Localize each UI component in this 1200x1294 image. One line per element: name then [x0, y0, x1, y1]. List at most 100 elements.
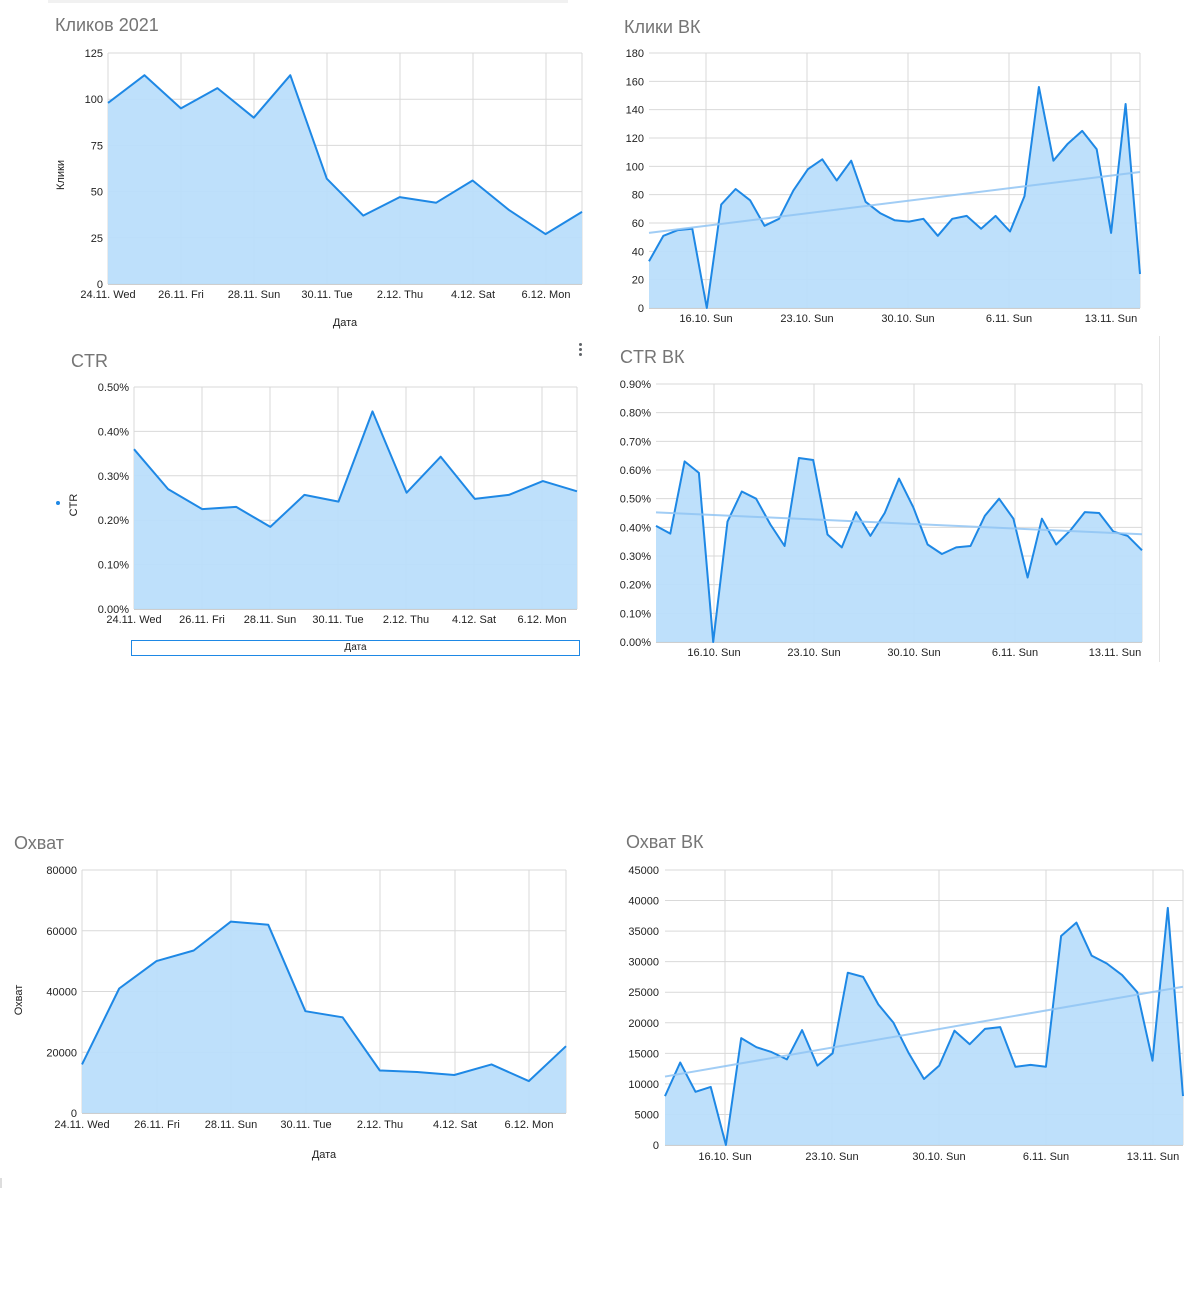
x-axis-title: Дата [312, 1149, 337, 1161]
x-axis-title: Дата [333, 317, 358, 329]
x-tick-label: 30.10. Sun [887, 647, 940, 659]
x-tick-label: 30.11. Tue [280, 1119, 331, 1131]
trendline [648, 171, 1141, 234]
y-tick-label: 0.70% [620, 436, 651, 448]
series-area [656, 458, 1142, 642]
series-line [664, 906, 1184, 1146]
y-tick-label: 40000 [628, 896, 659, 908]
y-tick-label: 60000 [46, 926, 77, 938]
y-tick-label: 120 [626, 133, 644, 145]
y-tick-label: 75 [91, 140, 103, 152]
x-tick-label: 28.11. Sun [244, 614, 296, 626]
y-tick-label: 0.50% [620, 494, 651, 506]
x-tick-label: 30.10. Sun [912, 1151, 965, 1163]
y-tick-label: 0.20% [98, 515, 129, 527]
y-tick-label: 20000 [628, 1018, 659, 1030]
series-area [108, 75, 582, 284]
x-tick-label: 2.12. Thu [357, 1119, 403, 1131]
x-tick-label: 26.11. Fri [179, 614, 225, 626]
x-tick-label: 4.12. Sat [452, 614, 496, 626]
y-tick-label: 40000 [46, 987, 77, 999]
x-tick-label: 23.10. Sun [787, 647, 840, 659]
x-tick-label: 4.12. Sat [433, 1119, 477, 1131]
y-tick-label: 0.20% [620, 580, 651, 592]
y-tick-label: 0.80% [620, 408, 651, 420]
series-area [649, 87, 1140, 308]
trendline [664, 985, 1184, 1078]
trendline [655, 511, 1143, 536]
x-tick-label: 30.11. Tue [301, 289, 352, 301]
series-area [134, 411, 577, 609]
y-tick-label: 100 [85, 94, 103, 106]
y-tick-label: 25 [91, 233, 103, 245]
y-tick-label: 140 [626, 105, 644, 117]
chart-title: Охват ВК [626, 832, 704, 852]
legend-marker-icon [56, 501, 60, 505]
date-range-control[interactable]: Дата [131, 640, 580, 656]
y-tick-label: 0 [638, 303, 644, 315]
x-tick-label: 16.10. Sun [687, 647, 740, 659]
x-tick-label: 4.12. Sat [451, 289, 495, 301]
x-tick-label: 30.10. Sun [881, 313, 934, 325]
y-tick-label: 45000 [628, 865, 659, 877]
series-line [655, 457, 1143, 643]
y-tick-label: 0.60% [620, 465, 651, 477]
y-tick-label: 0.50% [98, 382, 129, 394]
y-tick-label: 80 [632, 190, 644, 202]
y-axis-title: Клики [55, 160, 67, 190]
y-tick-label: 35000 [628, 926, 659, 938]
y-tick-label: 50 [91, 187, 103, 199]
chart-menu-icon[interactable] [578, 343, 584, 359]
x-tick-label: 28.11. Sun [228, 289, 280, 301]
x-tick-label: 6.11. Sun [992, 647, 1038, 659]
series-line [133, 410, 578, 528]
edge-mark [0, 1178, 2, 1188]
x-tick-label: 16.10. Sun [679, 313, 732, 325]
y-tick-label: 0.00% [620, 637, 651, 649]
y-axis-title: Охват [13, 985, 25, 1016]
y-tick-label: 0.10% [98, 560, 129, 572]
chart-clicks-vk: 0 20 40 60 80 100 120 140 160 180 16.10. Sun 23.10.… [626, 48, 1141, 325]
chart-ctr: 0.00% 0.10% 0.20% 0.30% 0.40% 0.50% 24.11. Wed… [68, 382, 578, 626]
chart-reach: 0 20000 40000 60000 80000 24.11. Wed 26.11. Fr… [13, 865, 567, 1161]
x-tick-label: 6.11. Sun [986, 313, 1032, 325]
series-line [81, 920, 567, 1083]
y-tick-label: 25000 [628, 987, 659, 999]
x-tick-label: 23.10. Sun [780, 313, 833, 325]
y-tick-label: 30000 [628, 957, 659, 969]
chart-title: Клики ВК [624, 17, 701, 37]
chart-title: CTR [71, 351, 108, 371]
y-tick-label: 15000 [628, 1048, 659, 1060]
y-tick-label: 40 [632, 246, 644, 258]
x-tick-label: 16.10. Sun [698, 1151, 751, 1163]
y-tick-label: 0.00% [98, 604, 129, 616]
x-tick-label: 24.11. Wed [80, 289, 135, 301]
x-tick-label: 6.12. Mon [518, 614, 567, 626]
panel-divider [1159, 336, 1160, 662]
y-tick-label: 5000 [635, 1109, 659, 1121]
y-tick-label: 10000 [628, 1079, 659, 1091]
x-tick-label: 24.11. Wed [54, 1119, 109, 1131]
y-tick-label: 20000 [46, 1047, 77, 1059]
x-tick-label: 30.11. Tue [312, 614, 363, 626]
x-tick-label: 6.12. Mon [522, 289, 571, 301]
series-line [107, 74, 583, 236]
y-tick-label: 80000 [46, 865, 77, 877]
series-area [82, 921, 566, 1113]
y-tick-label: 0.30% [620, 551, 651, 563]
x-tick-label: 13.11. Sun [1085, 313, 1137, 325]
y-tick-label: 160 [626, 76, 644, 88]
top-border [48, 0, 568, 3]
x-tick-label: 23.10. Sun [805, 1151, 858, 1163]
y-tick-label: 60 [632, 218, 644, 230]
x-tick-label: 26.11. Fri [158, 289, 204, 301]
y-tick-label: 180 [626, 48, 644, 60]
x-tick-label: 13.11. Sun [1127, 1151, 1179, 1163]
y-tick-label: 0.10% [620, 608, 651, 620]
y-tick-label: 20 [632, 275, 644, 287]
y-tick-label: 125 [85, 48, 103, 60]
y-tick-label: 0 [653, 1140, 659, 1152]
chart-clicks: 0 25 50 75 100 125 24.11. Wed 26.11. Fri 28.11. … [55, 48, 583, 329]
x-tick-label: 6.11. Sun [1023, 1151, 1069, 1163]
x-tick-label: 6.12. Mon [505, 1119, 554, 1131]
